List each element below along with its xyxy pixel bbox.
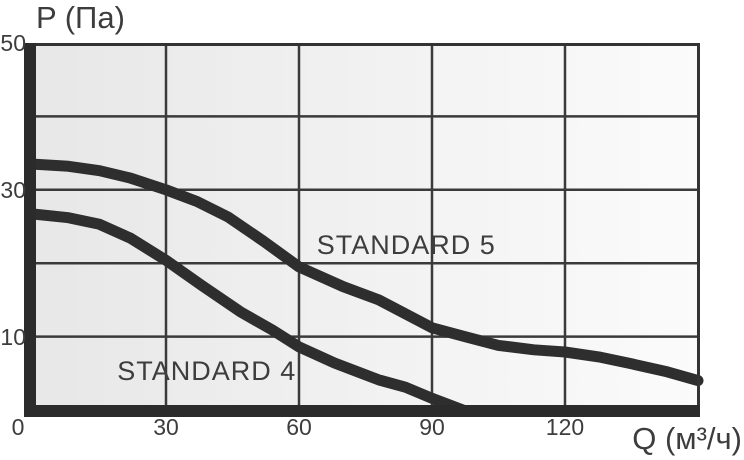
curves	[27, 158, 704, 416]
x-tick-label: 90	[419, 414, 445, 440]
x-tick-label: 30	[153, 414, 179, 440]
x-axis-bar	[24, 405, 700, 417]
y-axis-title: P (Па)	[36, 0, 125, 35]
series-label-standard-5: STANDARD 5	[316, 230, 496, 261]
y-axis-bar	[24, 43, 36, 417]
curve-standard-5	[27, 158, 704, 387]
grid-lines	[26, 45, 698, 405]
y-tick-label: 30	[0, 176, 26, 203]
axes	[24, 43, 700, 417]
x-tick-label: 0	[11, 414, 25, 440]
curve-standard-4	[27, 208, 469, 416]
y-tick-label: 10	[0, 323, 26, 350]
x-axis-title: Q (м³/ч)	[632, 421, 742, 456]
x-tick-label: 60	[286, 414, 312, 440]
series-label-standard-4: STANDARD 4	[117, 355, 297, 386]
y-tick-label: 50	[0, 30, 26, 56]
x-tick-label: 120	[545, 414, 585, 440]
